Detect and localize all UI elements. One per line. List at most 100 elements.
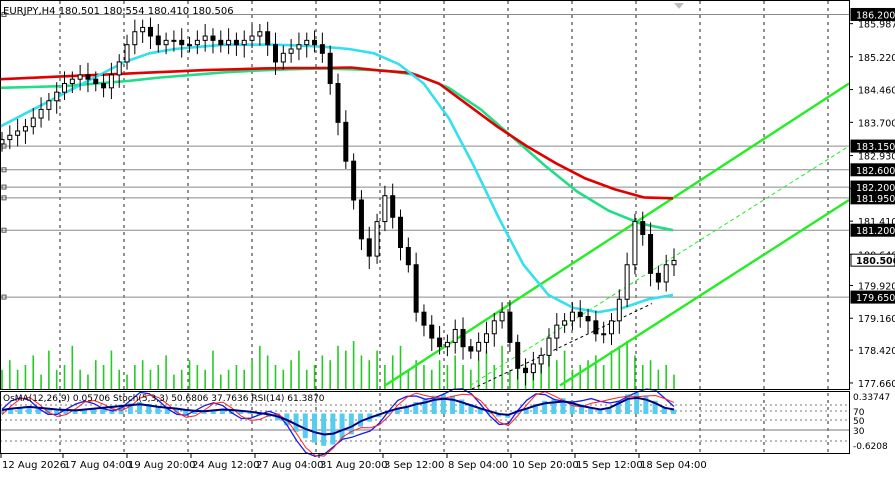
candle-body xyxy=(664,265,668,282)
candle-body xyxy=(414,265,418,312)
candle-body xyxy=(578,312,582,316)
candle-body xyxy=(430,325,434,338)
candle-body xyxy=(477,342,481,351)
price-axis-label: 179.160 xyxy=(858,314,895,325)
osma-bar xyxy=(73,411,78,414)
candle-body xyxy=(516,342,520,368)
osma-bar xyxy=(202,412,207,414)
candle-body xyxy=(469,347,473,351)
candle-body xyxy=(63,84,67,93)
candle-body xyxy=(273,45,277,62)
candle-body xyxy=(328,53,332,83)
candle-body xyxy=(266,32,270,45)
candle-body xyxy=(649,235,653,274)
candle-body xyxy=(39,109,43,118)
candle-body xyxy=(23,127,27,131)
candle-body xyxy=(641,222,645,235)
time-axis-label: 12 Aug 2026 xyxy=(2,460,66,471)
candle-body xyxy=(406,247,410,264)
candle-body xyxy=(78,75,82,79)
candle-body xyxy=(117,62,121,75)
candle-body xyxy=(172,40,176,41)
time-axis-label: 24 Aug 12:00 xyxy=(192,460,259,471)
candle-body xyxy=(617,299,621,321)
candle-body xyxy=(336,84,340,123)
price-label-text: 179.650 xyxy=(856,293,895,304)
time-axis-label: 15 Sep 12:00 xyxy=(576,460,643,471)
candle-body xyxy=(492,321,496,334)
candle-body xyxy=(320,45,324,54)
candle-body xyxy=(305,40,309,44)
candle-body xyxy=(31,118,35,127)
osc-axis-label: 50 xyxy=(853,417,865,427)
candle-body xyxy=(234,40,238,44)
candle-body xyxy=(438,338,442,347)
candle-body xyxy=(352,161,356,200)
candle-body xyxy=(484,334,488,343)
candle-body xyxy=(219,40,223,44)
candle-body xyxy=(422,312,426,325)
price-label-text: 183.150 xyxy=(856,142,895,153)
time-axis-label: 27 Aug 04:00 xyxy=(256,460,323,471)
time-axis-label: 19 Aug 20:00 xyxy=(128,460,195,471)
osma-bar xyxy=(340,413,345,439)
candle-body xyxy=(656,273,660,282)
candle-body xyxy=(86,75,90,79)
candle-body xyxy=(242,40,246,44)
candle-body xyxy=(156,36,160,45)
oscillator-label: OsMA(12,26,9) 0.05706 Stoch(5,3,3) 50.68… xyxy=(3,394,325,404)
time-axis-label: 31 Aug 20:00 xyxy=(320,460,387,471)
time-axis-label: 3 Sep 12:00 xyxy=(384,460,444,471)
time-axis-label: 18 Sep 04:00 xyxy=(640,460,707,471)
candle-body xyxy=(453,329,457,342)
candle-body xyxy=(531,364,535,373)
price-label-text: 181.950 xyxy=(856,194,895,205)
candle-body xyxy=(250,36,254,40)
price-axis-label: 182.930 xyxy=(858,152,895,163)
candle-body xyxy=(8,135,12,139)
osma-bar xyxy=(450,396,455,414)
osma-bar xyxy=(248,413,253,414)
osma-bar xyxy=(441,394,446,414)
candle-body xyxy=(524,368,528,372)
candle-body xyxy=(203,36,207,40)
candle-body xyxy=(672,260,676,264)
candle-body xyxy=(94,79,98,83)
candle-body xyxy=(445,342,449,346)
candle-body xyxy=(164,40,168,44)
candle-body xyxy=(359,200,363,239)
candle-body xyxy=(258,32,262,36)
price-label-text: 181.200 xyxy=(856,226,895,237)
candle-body xyxy=(586,317,590,321)
osma-bar xyxy=(321,413,326,445)
price-label-text: 186.200 xyxy=(856,10,895,21)
candle-body xyxy=(633,222,637,265)
candle-body xyxy=(109,75,113,88)
osma-bar xyxy=(330,413,335,444)
candle-body xyxy=(180,40,184,44)
candle-body xyxy=(383,196,387,222)
time-axis-label: 17 Aug 04:00 xyxy=(64,460,131,471)
price-axis-label: 185.220 xyxy=(858,53,895,64)
candle-body xyxy=(539,355,543,364)
candle-body xyxy=(281,53,285,62)
candle-body xyxy=(141,27,145,31)
candle-body xyxy=(547,338,551,355)
candle-body xyxy=(391,196,395,218)
price-axis-label: 178.420 xyxy=(858,346,895,357)
candle-body xyxy=(133,32,137,45)
candle-body xyxy=(227,40,231,44)
candle-body xyxy=(399,217,403,247)
candle-body xyxy=(148,27,152,36)
candle-body xyxy=(211,36,215,40)
candle-body xyxy=(102,84,106,88)
osc-axis-label: 30 xyxy=(853,427,865,437)
candle-body xyxy=(47,101,51,110)
candle-body xyxy=(570,312,574,321)
osma-bar xyxy=(312,413,317,442)
candle-body xyxy=(461,329,465,346)
candle-body xyxy=(563,321,567,325)
candle-body xyxy=(297,45,301,49)
